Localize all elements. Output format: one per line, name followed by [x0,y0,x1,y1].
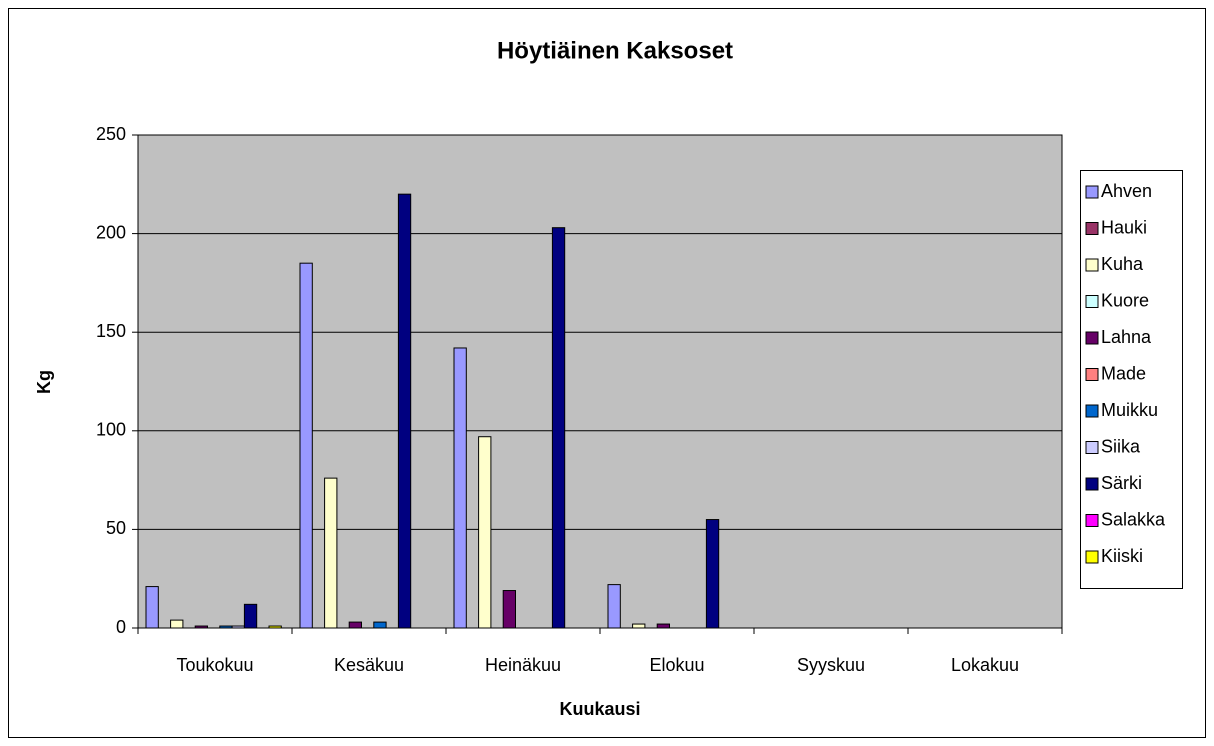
x-tick-label: Toukokuu [176,655,253,675]
x-tick-label: Syyskuu [797,655,865,675]
legend-label: Särki [1101,473,1142,493]
x-tick-label: Heinäkuu [485,655,561,675]
legend-label: Made [1101,363,1146,383]
y-tick-label: 0 [116,617,126,637]
y-tick-label: 50 [106,518,126,538]
bar [632,623,646,629]
legend-label: Siika [1101,436,1141,456]
y-tick-label: 100 [96,420,126,440]
legend-swatch [1085,550,1099,564]
y-tick-label: 150 [96,321,126,341]
x-tick-label: Kesäkuu [334,655,404,675]
bar [324,477,338,629]
bar [219,625,233,629]
bar [231,625,245,629]
bar [502,590,517,629]
legend-label: Kuha [1101,254,1144,274]
chart-title: Höytiäinen Kaksoset [497,37,733,64]
y-tick-label: 250 [96,124,126,144]
x-tick-label: Elokuu [649,655,704,675]
legend-swatch [1085,477,1099,491]
x-axis-title: Kuukausi [559,699,640,719]
legend-label: Kuore [1101,290,1149,310]
bar [373,621,387,629]
legend-swatch [1085,441,1099,454]
legend-label: Muikku [1101,400,1158,420]
y-tick-label: 200 [96,222,126,242]
legend-swatch [1085,185,1099,199]
legend-swatch [1085,404,1099,418]
bar [348,621,363,629]
bar [656,623,671,629]
plot-area [138,135,1062,628]
bar [268,625,282,629]
y-axis-title: Kg [34,370,54,394]
bar [243,603,258,629]
x-tick-label: Lokakuu [951,655,1019,675]
legend-swatch [1085,295,1099,308]
bar [705,519,720,629]
bar [299,262,313,629]
legend-label: Hauki [1101,217,1147,237]
legend-label: Lahna [1101,327,1152,347]
bar [478,436,492,629]
bar [194,625,208,629]
bar [170,619,184,629]
legend-swatch [1085,331,1099,345]
legend-swatch [1085,368,1099,381]
legend-swatch [1085,514,1099,527]
legend-swatch [1085,222,1099,235]
bar [551,227,566,629]
legend-swatch [1085,258,1099,272]
bar [453,347,467,629]
legend-label: Ahven [1101,181,1152,201]
bar [607,584,621,629]
legend-label: Salakka [1101,509,1166,529]
legend-label: Kiiski [1101,546,1143,566]
bar [145,586,159,629]
bar [397,193,412,629]
